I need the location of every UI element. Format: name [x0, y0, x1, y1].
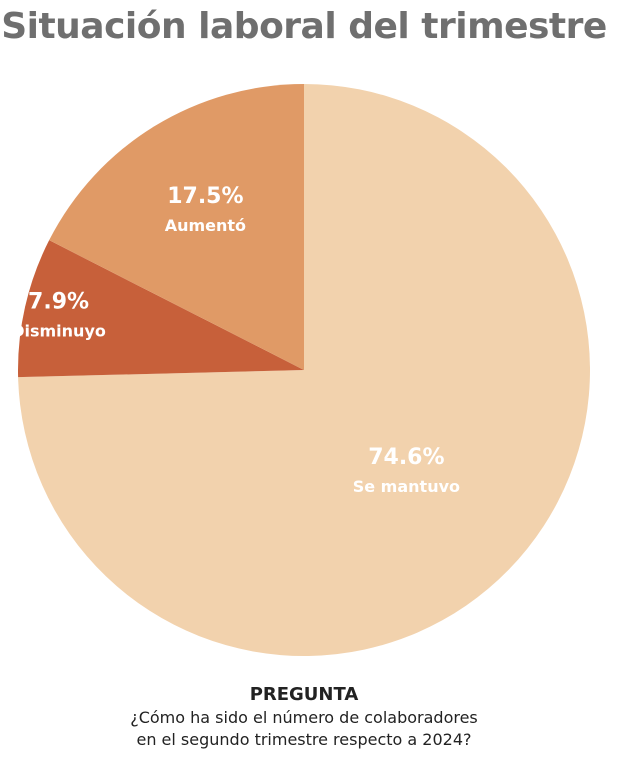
pie-slice-disminuyo — [18, 240, 304, 378]
question-heading: PREGUNTA — [249, 684, 359, 705]
question-line-1: ¿Cómo ha sido el número de colaboradores — [130, 708, 478, 727]
pie-labels: 74.6% Se mantuvo 7.9% Disminuyo 17.5% Aumentó — [11, 184, 460, 496]
pie-slices — [18, 84, 591, 657]
slice-label: Se mantuvo — [353, 477, 460, 496]
pie-slice-se-mantuvo — [18, 84, 591, 657]
pie-slice-aumentó — [49, 84, 304, 370]
slice-percentage: 74.6% — [368, 445, 444, 470]
slice-percentage: 17.5% — [167, 184, 243, 209]
question-line-2: en el segundo trimestre respecto a 2024? — [136, 730, 472, 749]
slice-label: Aumentó — [165, 216, 246, 235]
slice-percentage: 7.9% — [28, 289, 89, 314]
chart-title: Situación laboral del trimestre — [1, 6, 607, 47]
question-block: PREGUNTA ¿Cómo ha sido el número de cola… — [0, 683, 608, 751]
pie-chart: 74.6% Se mantuvo 7.9% Disminuyo 17.5% Aumentó — [11, 84, 591, 657]
slice-label: Disminuyo — [11, 321, 106, 340]
